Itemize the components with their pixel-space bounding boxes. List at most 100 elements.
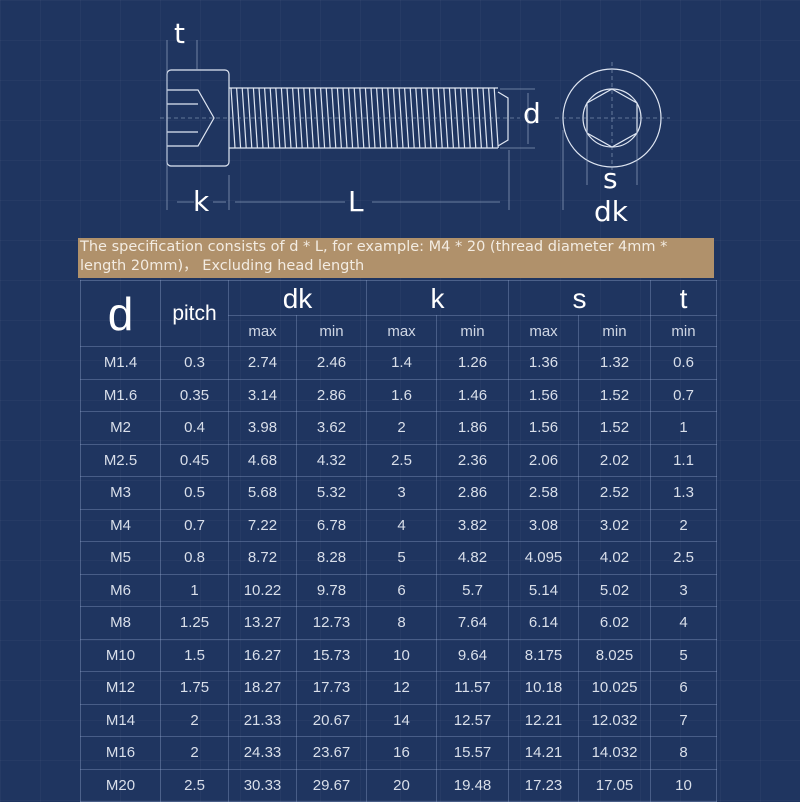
table-cell: M1.6 bbox=[80, 378, 161, 412]
table-cell: 12.73 bbox=[295, 606, 368, 640]
table-row: M5 0.8 8.72 8.28 5 4.82 4.095 4.02 2.5 bbox=[80, 541, 718, 575]
table-cell: 0.8 bbox=[160, 541, 229, 575]
table-cell: M3 bbox=[80, 476, 161, 510]
table-cell: 10.22 bbox=[228, 573, 297, 607]
table-row: M2.5 0.45 4.68 4.32 2.5 2.36 2.06 2.02 1.1 bbox=[80, 443, 718, 477]
table-cell: 5.02 bbox=[578, 573, 652, 607]
table-cell: 3.62 bbox=[295, 411, 368, 445]
subheader: max bbox=[508, 315, 580, 347]
table-cell: 4 bbox=[650, 606, 718, 640]
table-cell: 0.35 bbox=[160, 378, 229, 412]
table-cell: 15.57 bbox=[436, 736, 510, 770]
table-cell: M2 bbox=[80, 411, 161, 445]
header-d: d bbox=[80, 280, 161, 347]
table-cell: 9.64 bbox=[436, 638, 510, 672]
table-cell: M6 bbox=[80, 573, 161, 607]
table-cell: 21.33 bbox=[228, 703, 297, 737]
table-row: M2 0.4 3.98 3.62 2 1.86 1.56 1.52 1 bbox=[80, 411, 718, 445]
table-cell: 7.64 bbox=[436, 606, 510, 640]
table-cell: 2.36 bbox=[436, 443, 510, 477]
table-row: M10 1.5 16.27 15.73 10 9.64 8.175 8.025 5 bbox=[80, 638, 718, 672]
table-cell: 17.05 bbox=[578, 768, 652, 802]
table-cell: 5 bbox=[366, 541, 438, 575]
table-cell: 4 bbox=[366, 508, 438, 542]
table-cell: 12.57 bbox=[436, 703, 510, 737]
table-cell: 1.5 bbox=[160, 638, 229, 672]
label-k: k bbox=[193, 185, 210, 218]
table-cell: 2.86 bbox=[436, 476, 510, 510]
table-cell: M12 bbox=[80, 671, 161, 705]
table-cell: 14.21 bbox=[508, 736, 580, 770]
table-cell: 3.14 bbox=[228, 378, 297, 412]
subheader: max bbox=[228, 315, 297, 347]
table-cell: 2.06 bbox=[508, 443, 580, 477]
table-cell: 0.45 bbox=[160, 443, 229, 477]
table-cell: M14 bbox=[80, 703, 161, 737]
table-cell: 8 bbox=[650, 736, 718, 770]
table-cell: 0.4 bbox=[160, 411, 229, 445]
table-cell: 4.68 bbox=[228, 443, 297, 477]
table-cell: 1.86 bbox=[436, 411, 510, 445]
table-cell: 1.52 bbox=[578, 378, 652, 412]
header-t: t bbox=[650, 280, 718, 316]
table-cell: 2 bbox=[160, 736, 229, 770]
table-cell: 2.5 bbox=[160, 768, 229, 802]
table-cell: 1.56 bbox=[508, 411, 580, 445]
table-cell: 16 bbox=[366, 736, 438, 770]
table-cell: 1.26 bbox=[436, 346, 510, 380]
table-cell: 2 bbox=[366, 411, 438, 445]
table-cell: 2.5 bbox=[650, 541, 718, 575]
table-cell: 1.75 bbox=[160, 671, 229, 705]
table-row: M3 0.5 5.68 5.32 3 2.86 2.58 2.52 1.3 bbox=[80, 476, 718, 510]
table-row: M14 2 21.33 20.67 14 12.57 12.21 12.032 7 bbox=[80, 703, 718, 737]
table-cell: 13.27 bbox=[228, 606, 297, 640]
label-L: L bbox=[348, 185, 364, 218]
table-row: M6 1 10.22 9.78 6 5.7 5.14 5.02 3 bbox=[80, 573, 718, 607]
table-cell: 16.27 bbox=[228, 638, 297, 672]
table-cell: 6.14 bbox=[508, 606, 580, 640]
subheader: min bbox=[436, 315, 510, 347]
table-row: M16 2 24.33 23.67 16 15.57 14.21 14.032 8 bbox=[80, 736, 718, 770]
table-cell: 4.02 bbox=[578, 541, 652, 575]
table-cell: 1.1 bbox=[650, 443, 718, 477]
screw-diagram bbox=[160, 40, 670, 210]
table-cell: 18.27 bbox=[228, 671, 297, 705]
table-cell: 6.78 bbox=[295, 508, 368, 542]
label-d: d bbox=[523, 97, 541, 130]
table-cell: 3.98 bbox=[228, 411, 297, 445]
table-cell: 8.175 bbox=[508, 638, 580, 672]
table-cell: 3.08 bbox=[508, 508, 580, 542]
table-cell: M20 bbox=[80, 768, 161, 802]
table-cell: 10.025 bbox=[578, 671, 652, 705]
label-dk: dk bbox=[594, 195, 628, 228]
specification-note: The specification consists of d * L, for… bbox=[78, 238, 714, 278]
table-cell: 12.032 bbox=[578, 703, 652, 737]
table-cell: 1.4 bbox=[366, 346, 438, 380]
table-cell: 2.86 bbox=[295, 378, 368, 412]
table-cell: 2.5 bbox=[366, 443, 438, 477]
header-dk: dk bbox=[227, 280, 368, 316]
table-cell: 1.32 bbox=[578, 346, 652, 380]
table-cell: 4.82 bbox=[436, 541, 510, 575]
table-cell: 2.74 bbox=[228, 346, 297, 380]
table-cell: 1 bbox=[160, 573, 229, 607]
table-cell: 7.22 bbox=[228, 508, 297, 542]
table-cell: 15.73 bbox=[295, 638, 368, 672]
label-s: s bbox=[603, 162, 618, 195]
table-cell: 11.57 bbox=[436, 671, 510, 705]
table-cell: M2.5 bbox=[80, 443, 161, 477]
table-cell: 1.36 bbox=[508, 346, 580, 380]
table-cell: 9.78 bbox=[295, 573, 368, 607]
table-cell: 2 bbox=[160, 703, 229, 737]
table-cell: 29.67 bbox=[295, 768, 368, 802]
table-cell: 5 bbox=[650, 638, 718, 672]
table-cell: 10.18 bbox=[508, 671, 580, 705]
label-t: t bbox=[174, 17, 185, 50]
table-row: M1.4 0.3 2.74 2.46 1.4 1.26 1.36 1.32 0.6 bbox=[80, 346, 718, 380]
table-cell: 2.58 bbox=[508, 476, 580, 510]
table-cell: 7 bbox=[650, 703, 718, 737]
table-cell: 3.02 bbox=[578, 508, 652, 542]
table-cell: 1.3 bbox=[650, 476, 718, 510]
table-cell: 6 bbox=[650, 671, 718, 705]
table-cell: 8 bbox=[366, 606, 438, 640]
